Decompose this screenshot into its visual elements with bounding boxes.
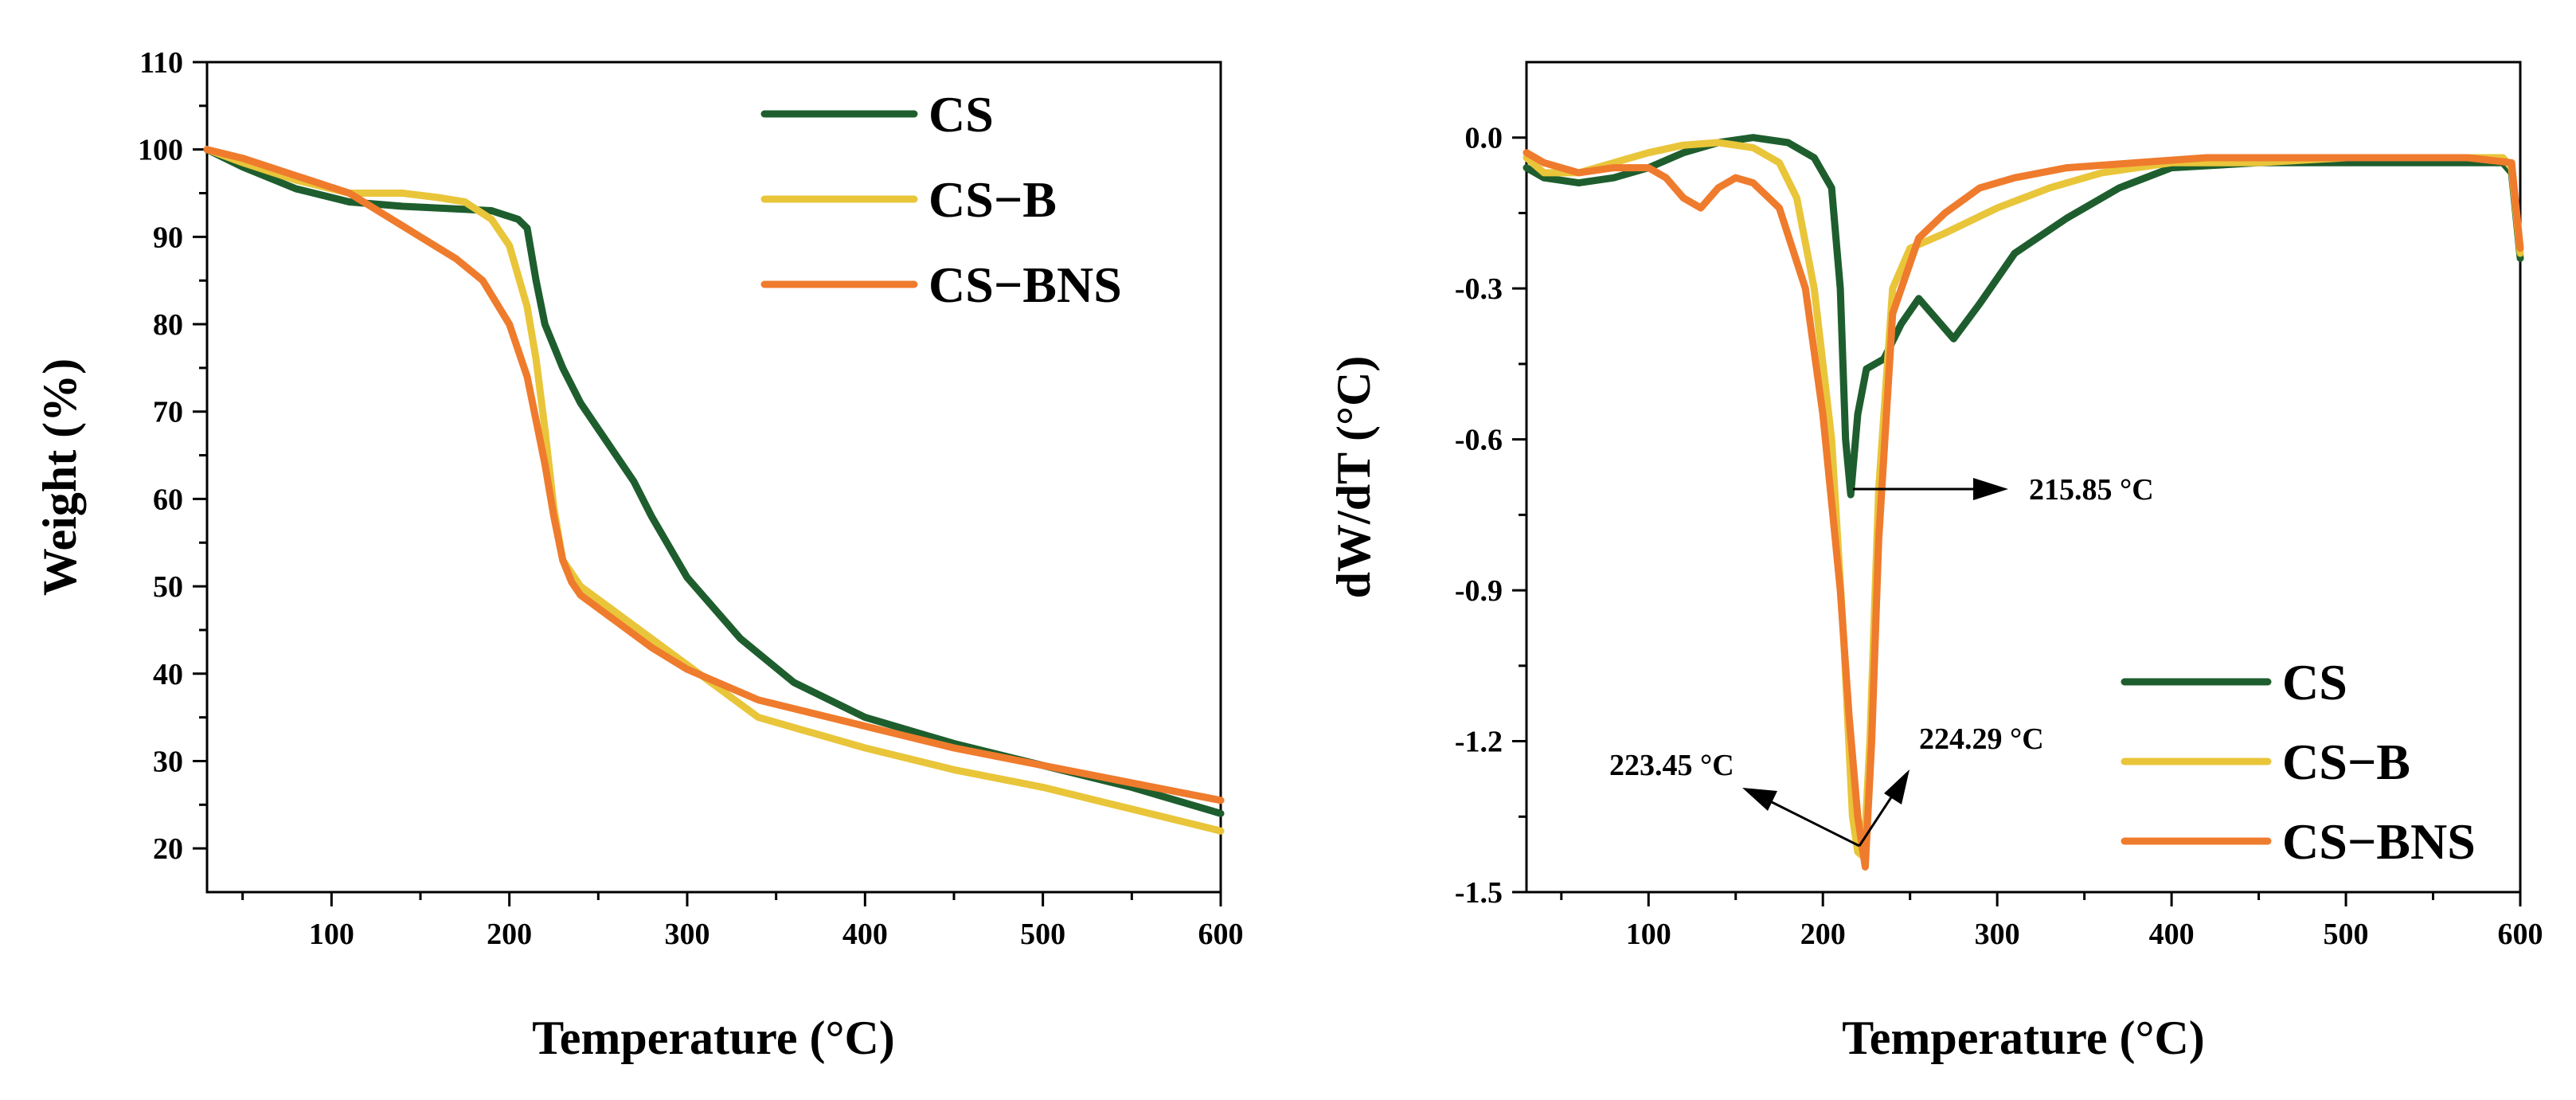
right-legend-label-0: CS [2282,654,2347,710]
left-xtick-label-300: 300 [665,918,710,951]
left-legend-label-2: CS−BNS [928,256,1122,313]
left-xlabel: Temperature (°C) [532,1012,895,1064]
left-xtick-label-100: 100 [309,918,354,951]
left-xtick-label-600: 600 [1198,918,1244,951]
arrowhead-224 [1884,769,1910,804]
right-xtick-label-200: 200 [1800,918,1846,951]
right-xtick-label-300: 300 [1975,918,2020,951]
right-series-2 [1523,149,2524,871]
left-xtick-label-200: 200 [487,918,532,951]
annotation-arrows [1742,478,2008,848]
arrow-223 [1771,801,1860,848]
left-ytick-label-9: 110 [139,46,183,80]
left-ytick-label-6: 80 [153,308,183,342]
arrow-224 [1858,794,1894,847]
right-xtick-label-500: 500 [2324,918,2369,951]
left-ylabel: Weight (%) [33,358,86,596]
right-ylabel: dW/dT (°C) [1327,356,1380,599]
arrowhead-223 [1742,788,1777,811]
right-ytick-label-1: -1.2 [1455,726,1503,759]
left-xtick-label-400: 400 [842,918,888,951]
left-ytick-label-4: 60 [153,483,183,516]
annotation-223: 223.45 °C [1609,749,1734,782]
annotation-215: 215.85 °C [2029,473,2154,507]
left-series-2 [203,146,1225,804]
left-plot-frame [205,61,1222,894]
left-ytick-label-3: 50 [153,570,183,604]
left-ytick-label-7: 90 [153,221,183,254]
left-ytick-label-2: 40 [153,658,183,691]
left-xtick-label-500: 500 [1020,918,1065,951]
left-ytick-label-8: 100 [138,134,183,167]
right-plot-frame [1525,61,2522,894]
right-legend-label-2: CS−BNS [2282,813,2476,870]
right-ytick-label-4: -0.3 [1455,272,1503,306]
right-ytick-label-5: 0.0 [1465,122,1503,155]
right-xtick-label-400: 400 [2149,918,2195,951]
right-legend-label-1: CS−B [2282,734,2410,790]
left-ytick-label-0: 20 [153,832,183,866]
left-ytick-label-1: 30 [153,745,183,778]
left-legend-label-0: CS [928,86,994,143]
right-xtick-label-600: 600 [2498,918,2543,951]
right-xlabel: Temperature (°C) [1842,1012,2205,1064]
right-ytick-label-0: -1.5 [1455,876,1503,910]
right-ytick-label-2: -0.9 [1455,574,1503,608]
left-ytick-label-5: 70 [153,396,183,429]
left-series-0 [203,146,1225,817]
arrowhead-215 [1973,478,2008,500]
annotation-224: 224.29 °C [1919,722,2044,756]
right-ytick-label-3: -0.6 [1455,424,1503,457]
left-legend-label-1: CS−B [928,171,1057,228]
left-series-1 [203,146,1225,835]
right-xtick-label-100: 100 [1626,918,1671,951]
